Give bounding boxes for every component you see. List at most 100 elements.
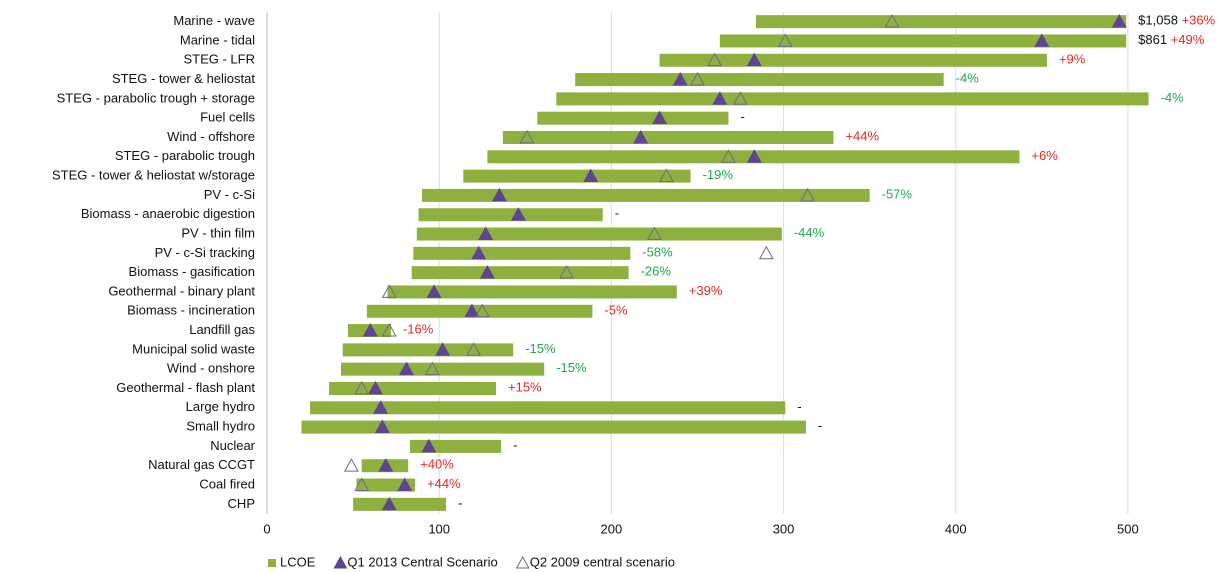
- marker: [471, 245, 487, 260]
- y-tick-label: PV - c-Si tracking: [155, 245, 255, 260]
- marker: [721, 149, 736, 163]
- bar: [328, 382, 497, 395]
- marker: [646, 226, 662, 240]
- y-tick-label: Small hydro: [186, 419, 255, 434]
- change-label: -4%: [1161, 90, 1185, 105]
- data-label: -16%: [403, 322, 434, 337]
- data-label: -: [458, 496, 462, 511]
- y-tick-label: Geothermal - binary plant: [108, 283, 255, 298]
- data-label: +15%: [508, 380, 542, 395]
- bar: [755, 15, 1127, 29]
- marker: [354, 380, 370, 395]
- data-label: -: [615, 206, 619, 221]
- bar: [366, 304, 593, 318]
- data-label: +44%: [845, 129, 879, 144]
- change-label: -4%: [956, 71, 980, 86]
- change-label: +9%: [1059, 52, 1086, 67]
- data-label: -15%: [556, 361, 587, 376]
- marker: [519, 129, 535, 144]
- marker: [746, 149, 762, 163]
- y-tick-label: Large hydro: [186, 399, 255, 414]
- marker: [633, 129, 649, 144]
- legend-label: Q1 2013 Central Scenario: [347, 554, 497, 569]
- marker: [381, 322, 397, 337]
- bar: [301, 420, 806, 434]
- marker: [800, 187, 816, 202]
- y-tick-label: Marine - wave: [173, 13, 255, 28]
- x-tick-label: 200: [601, 521, 623, 536]
- change-label: -19%: [703, 168, 734, 183]
- bar: [342, 343, 514, 357]
- bar: [418, 208, 603, 222]
- data-label: -44%: [794, 225, 825, 240]
- bar: [411, 266, 629, 280]
- data-label: -26%: [641, 264, 672, 279]
- change-label: -26%: [641, 264, 672, 279]
- change-label: +44%: [845, 129, 879, 144]
- data-label: -: [797, 399, 801, 414]
- bar: [416, 227, 782, 241]
- data-label: +44%: [427, 476, 461, 491]
- legend-label: LCOE: [280, 554, 316, 569]
- marker: [397, 477, 413, 491]
- marker: [421, 438, 437, 453]
- marker: [466, 342, 482, 356]
- change-label: -58%: [642, 245, 673, 260]
- x-tick-label: 100: [428, 521, 450, 536]
- bar: [537, 111, 729, 125]
- data-label: -57%: [882, 187, 913, 202]
- change-label: +49%: [1171, 32, 1205, 47]
- marker: [478, 226, 494, 240]
- marker: [672, 71, 688, 86]
- x-tick-label: 300: [773, 521, 795, 536]
- marker: [381, 284, 397, 298]
- y-tick-label: STEG - parabolic trough: [115, 148, 255, 163]
- marker: [583, 168, 599, 183]
- data-label: -: [513, 438, 517, 453]
- marker: [1111, 14, 1127, 28]
- marker: [659, 168, 674, 183]
- y-tick-label: Municipal solid waste: [132, 341, 255, 356]
- price-label: $1,058: [1138, 13, 1178, 28]
- data-label: -4%: [1161, 90, 1185, 105]
- marker: [474, 303, 490, 318]
- price-label: $861: [1138, 32, 1167, 47]
- change-label: -16%: [403, 322, 434, 337]
- y-tick-label: STEG - parabolic trough + storage: [57, 90, 255, 105]
- y-tick-label: Landfill gas: [189, 322, 255, 337]
- y-tick-label: Nuclear: [210, 438, 255, 453]
- marker: [746, 52, 762, 67]
- marker: [733, 91, 748, 105]
- legend-label: Q2 2009 central scenario: [530, 554, 675, 569]
- change-label: -44%: [794, 225, 825, 240]
- change-label: +6%: [1031, 148, 1058, 163]
- data-label: +6%: [1031, 148, 1058, 163]
- y-tick-label: Wind - onshore: [167, 361, 255, 376]
- change-label: -: [458, 496, 462, 511]
- marker: [707, 52, 723, 67]
- marker: [378, 458, 394, 472]
- marker: [343, 458, 359, 472]
- bar: [353, 497, 447, 511]
- change-label: +39%: [689, 283, 723, 298]
- bar: [575, 73, 944, 87]
- y-tick-label: STEG - LFR: [183, 52, 255, 67]
- y-tick-label: PV - c-Si: [204, 187, 255, 202]
- data-label: -58%: [642, 245, 673, 260]
- data-label: +39%: [689, 283, 723, 298]
- y-tick-label: PV - thin film: [181, 225, 255, 240]
- y-tick-label: Biomass - incineration: [127, 303, 255, 318]
- y-tick-label: Biomass - gasification: [129, 264, 255, 279]
- change-label: -: [513, 438, 517, 453]
- marker: [374, 419, 390, 434]
- bar: [659, 53, 1047, 67]
- marker: [464, 303, 480, 318]
- y-tick-label: CHP: [228, 496, 255, 511]
- y-tick-label: Marine - tidal: [180, 32, 255, 47]
- marker: [1034, 33, 1050, 47]
- y-tick-label: STEG - tower & heliostat: [112, 71, 255, 86]
- marker: [758, 245, 774, 260]
- change-label: -5%: [604, 303, 628, 318]
- marker: [362, 322, 378, 337]
- bar: [421, 188, 870, 202]
